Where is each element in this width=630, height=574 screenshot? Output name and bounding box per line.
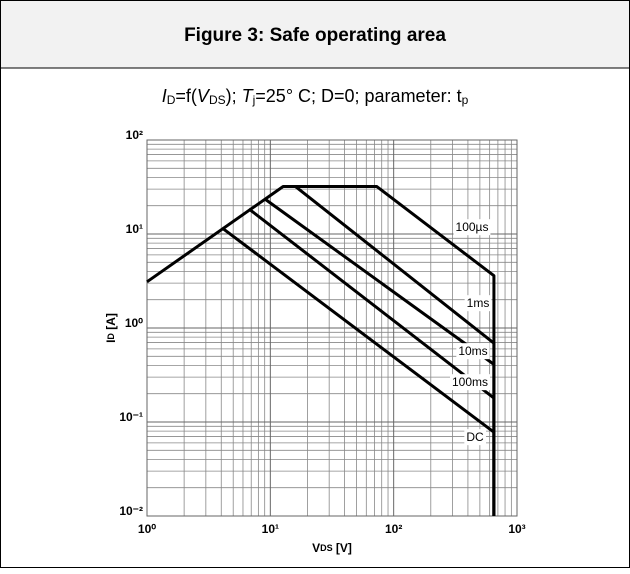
plot-border <box>146 139 518 517</box>
subtitle-part: j <box>252 93 256 107</box>
y-tick-label: 10⁰ <box>125 316 143 330</box>
subtitle-part: =25° C; D=0; parameter: t <box>255 86 461 106</box>
subtitle-part: D <box>167 93 176 107</box>
series-label: DC <box>466 430 484 444</box>
series-label: 1ms <box>467 296 490 310</box>
x-tick-label: 10² <box>385 522 402 536</box>
series-label: 10ms <box>458 344 487 358</box>
y-tick-label: 10⁻² <box>119 504 143 518</box>
chart-title: Figure 3: Safe operating area <box>184 25 446 46</box>
label-part: D <box>106 333 116 340</box>
subtitle-part: =f( <box>175 86 197 106</box>
y-tick-label: 10² <box>126 128 143 142</box>
subtitle: ID=f(VDS); Tj=25° C; D=0; parameter: tp <box>162 86 469 107</box>
series-label-bg <box>464 295 492 312</box>
sera-line <box>221 226 496 516</box>
y-axis-label: ID [A] <box>104 313 118 343</box>
header-bg <box>1 1 629 68</box>
series-label: 100µs <box>456 220 489 234</box>
series-label-bg <box>453 219 491 236</box>
series-label-bg <box>464 429 486 446</box>
subtitle-part: I <box>162 86 167 106</box>
x-tick-label: 10⁰ <box>138 522 156 536</box>
series-label-bg <box>456 343 490 360</box>
series-label: 100ms <box>452 375 488 389</box>
subtitle-part: p <box>462 93 469 107</box>
label-part: I <box>104 340 118 343</box>
label-part: [V] <box>333 541 352 555</box>
label-part: [A] <box>104 313 118 333</box>
x-axis-label: VDS [V] <box>312 541 352 555</box>
x-tick-label: 10³ <box>508 522 525 536</box>
subtitle-part: ); <box>226 86 242 106</box>
label-part: DS <box>320 543 333 553</box>
label-part: V <box>312 541 320 555</box>
subtitle-part: DS <box>209 93 226 107</box>
x-tick-label: 10¹ <box>262 522 279 536</box>
y-tick-label: 10¹ <box>126 222 143 236</box>
subtitle-part: V <box>197 86 211 106</box>
subtitle-part: T <box>242 86 255 106</box>
y-tick-label: 10⁻¹ <box>119 410 143 424</box>
series-label-bg <box>449 374 491 391</box>
